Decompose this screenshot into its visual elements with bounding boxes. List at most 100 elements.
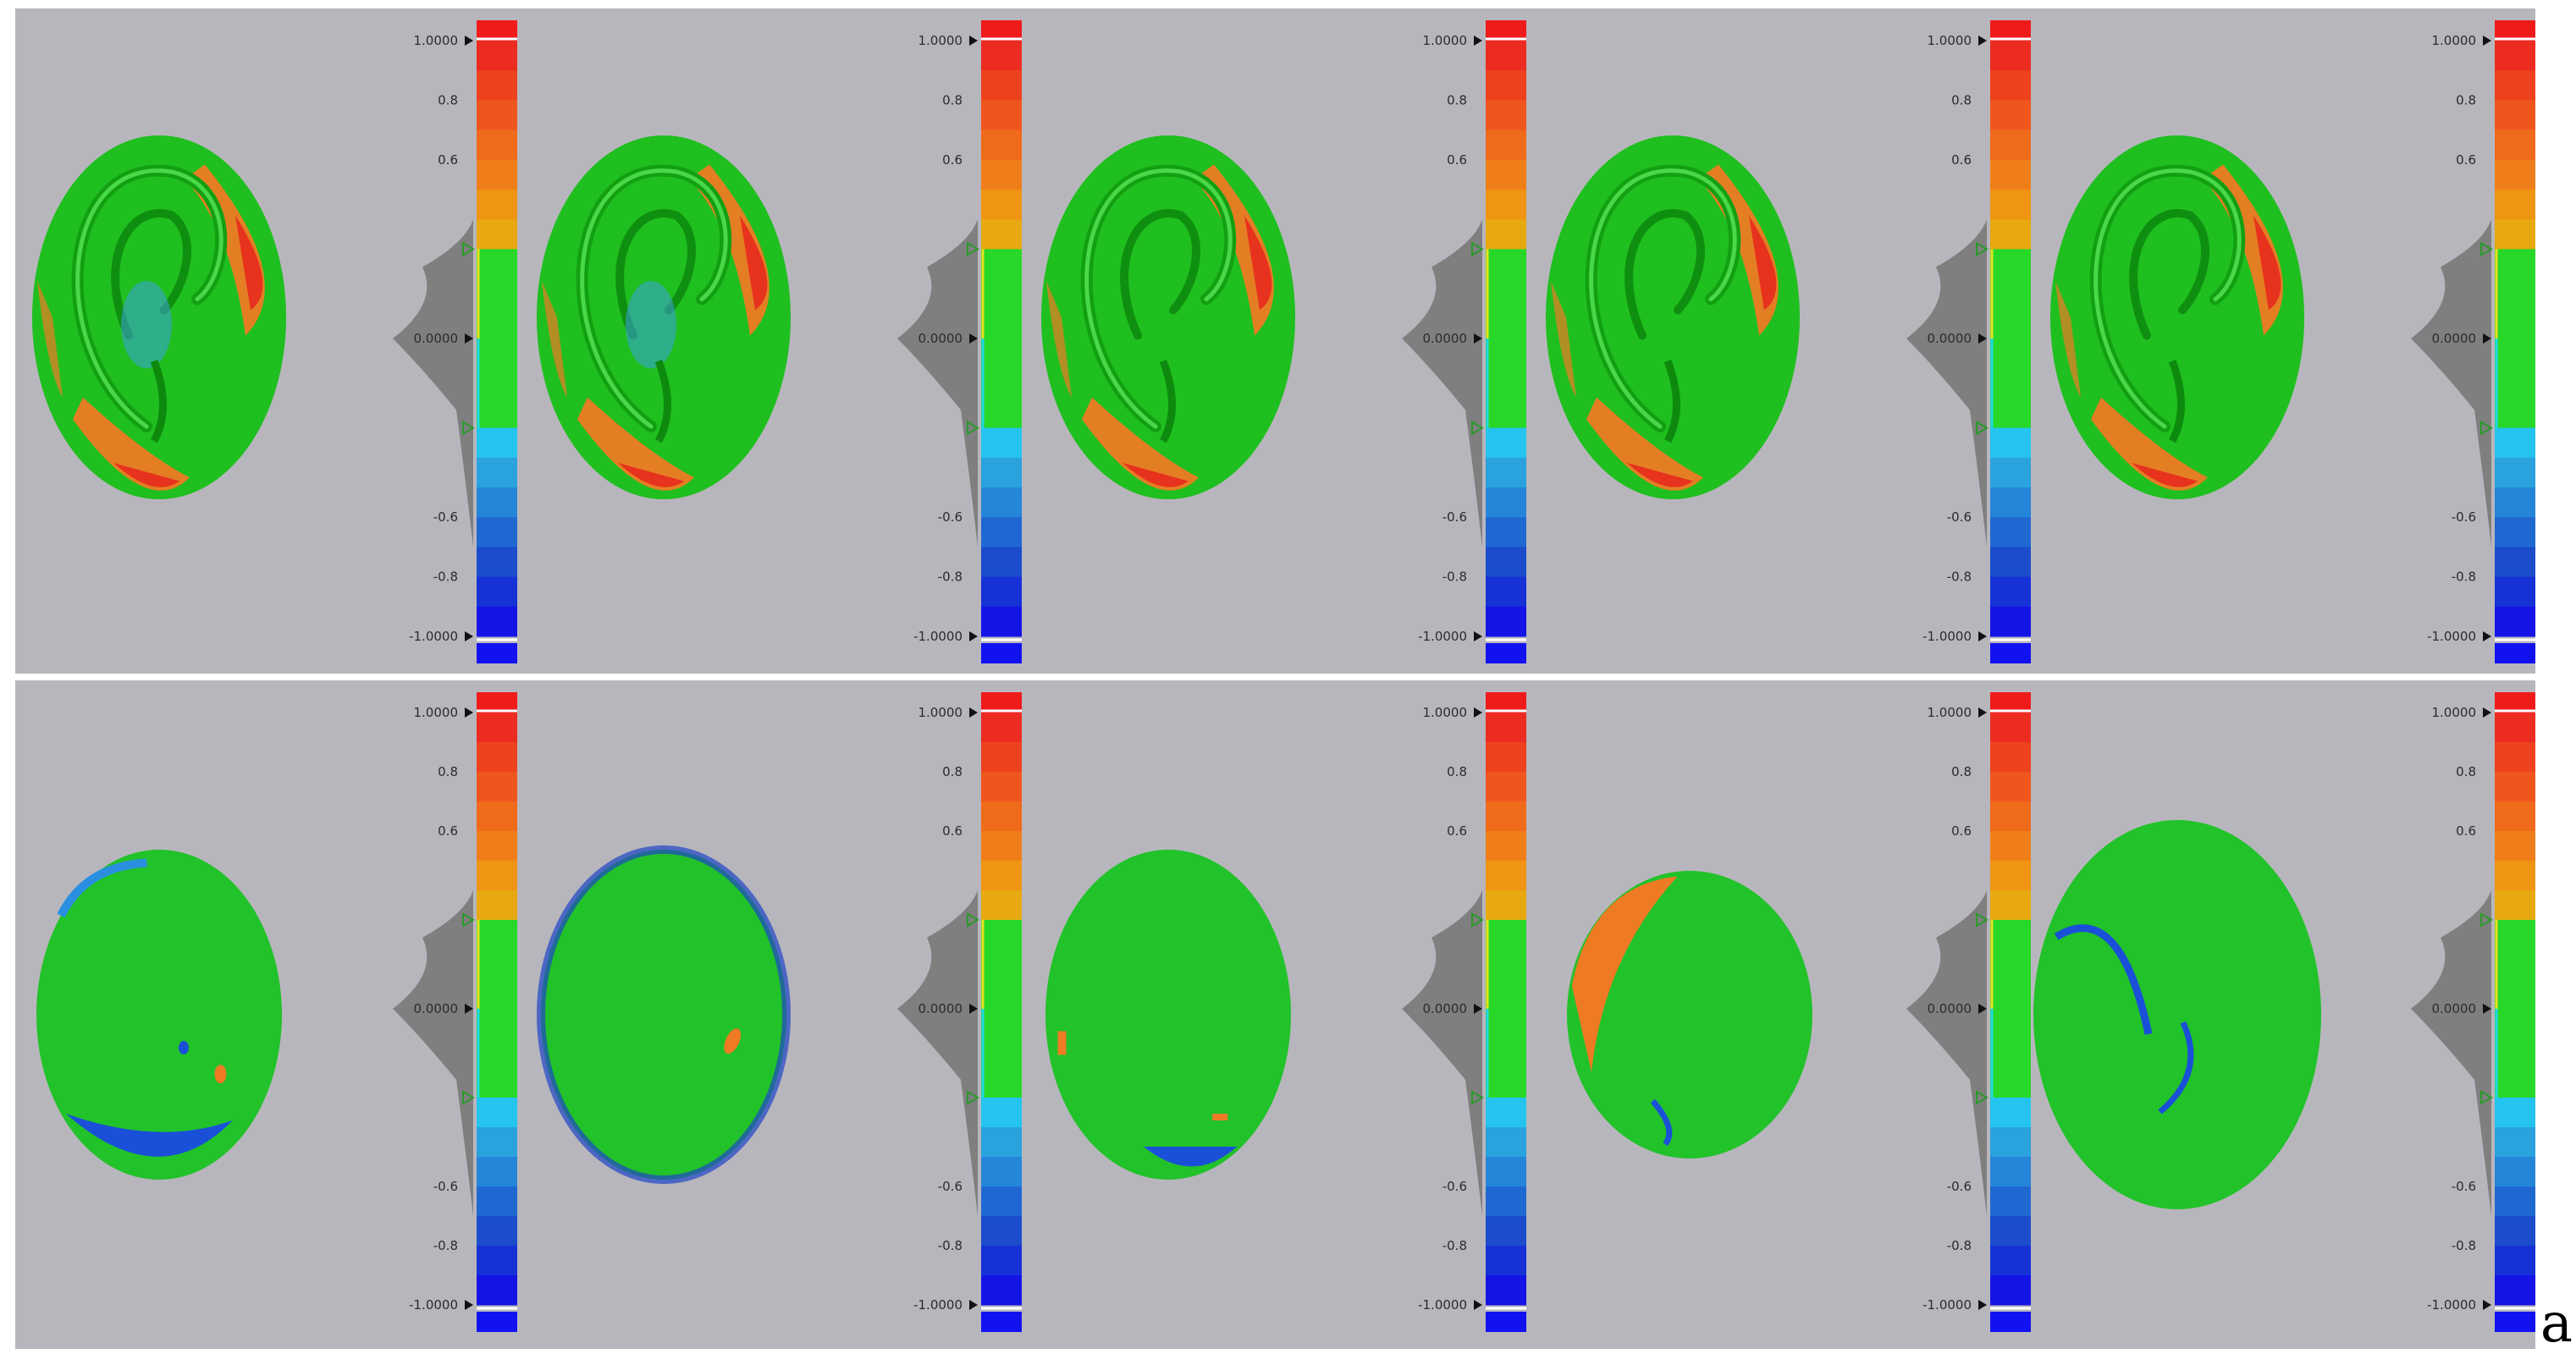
scale-tick-label: -0.8 (1947, 1238, 1972, 1253)
scale-threshold-marker (967, 1090, 979, 1105)
ear-deviation-region-red (235, 215, 263, 311)
ear-lobe-region-orange (1082, 397, 1199, 491)
scale-segment (2495, 159, 2535, 190)
scale-segment (2495, 861, 2535, 891)
scale-segment (2495, 1275, 2535, 1306)
scale-segment (1990, 606, 2031, 637)
scale-segment (1990, 772, 2031, 802)
scale-segment (1990, 861, 2031, 891)
scale-marker-arrow (465, 631, 473, 641)
scale-tick-label: -0.8 (2452, 1238, 2476, 1253)
scale-tick-label: 0.6 (2456, 823, 2476, 839)
scale-threshold-marker (2480, 241, 2493, 257)
scale-segment (1486, 1038, 1526, 1069)
scale-segment (981, 1068, 1022, 1098)
medial-deviation-blue (1144, 1147, 1238, 1167)
scale-segment (1990, 742, 2031, 773)
scale-tick-label: -0.8 (1442, 570, 1467, 585)
color-scale-bar (2495, 692, 2535, 1332)
scale-marker-arrow (465, 1004, 473, 1014)
scale-threshold-marker (1471, 241, 1484, 257)
scale-segment (1486, 1068, 1526, 1098)
scale-tick-label: 0.6 (2456, 152, 2476, 168)
ear-lobe-region-orange (577, 397, 694, 491)
scale-segment (1486, 713, 1526, 743)
scale-tick-label: 0.6 (1951, 823, 1972, 839)
scale-segment (1990, 1038, 2031, 1069)
scale-cap-bottom (1990, 643, 2031, 663)
scale-segment (981, 1186, 1022, 1217)
scale-segment (477, 949, 517, 980)
scale-segment (1990, 249, 2031, 280)
scale-tick-label: 0.0000 (1423, 331, 1468, 346)
scale-segment (981, 1038, 1022, 1069)
scale-segment (477, 398, 517, 429)
scale-segment (1486, 576, 1526, 608)
scale-threshold-marker (1976, 912, 1989, 927)
scale-segment (981, 308, 1022, 339)
scale-cap-bottom (1486, 643, 1526, 663)
scale-segment (1486, 249, 1526, 280)
scale-segment (2495, 890, 2535, 921)
ear-concha-blue (121, 281, 172, 369)
scale-cap-top (477, 20, 517, 41)
scale-segment (2495, 41, 2535, 71)
scale-threshold-marker (462, 420, 475, 436)
scale-segment (2495, 129, 2535, 161)
scale-segment (2495, 1157, 2535, 1187)
scale-segment (1990, 338, 2031, 369)
scale-tick-label: -0.6 (1947, 509, 1972, 525)
scale-tick-label: 1.0000 (1423, 33, 1468, 48)
scale-segment (2495, 979, 2535, 1010)
scale-tick-label: 0.0000 (2432, 1001, 2477, 1016)
scale-segment (1990, 1186, 2031, 1217)
scale-segment (2495, 457, 2535, 488)
scale-tick-label: -0.6 (433, 509, 458, 525)
scale-marker-arrow (969, 333, 978, 344)
scale-segment (477, 100, 517, 131)
scale-segment (2495, 742, 2535, 773)
scale-segment (1990, 1275, 2031, 1306)
scale-marker-arrow (2483, 631, 2491, 641)
scale-marker-arrow (2483, 1300, 2491, 1310)
scale-threshold-marker (462, 1090, 475, 1105)
scale-segment (981, 890, 1022, 921)
medial-surface (36, 850, 282, 1180)
scale-segment (981, 100, 1022, 131)
scale-segment (981, 278, 1022, 310)
scale-segment (1990, 219, 2031, 250)
scale-marker-arrow (1474, 707, 1482, 718)
scale-segment (1486, 41, 1526, 71)
scale-segment (1486, 457, 1526, 488)
scale-threshold-marker (1471, 420, 1484, 436)
ear-helix-highlight (1084, 168, 1233, 429)
scale-tick-label: 0.0000 (1423, 1001, 1468, 1016)
scale-tick-label: -0.6 (1947, 1179, 1972, 1194)
scale-segment (1486, 861, 1526, 891)
scale-segment (981, 920, 1022, 950)
scale-tick-label: 1.0000 (1423, 705, 1468, 720)
scale-tick-label: 0.0000 (414, 1001, 459, 1016)
scale-segment (477, 861, 517, 891)
scale-segment (981, 219, 1022, 250)
scale-tick-label: 0.8 (2456, 764, 2476, 779)
scale-segment (2495, 1186, 2535, 1217)
scale-marker-arrow (969, 707, 978, 718)
scale-segment (2495, 831, 2535, 861)
scale-segment (1990, 398, 2031, 429)
scale-segment (1486, 1216, 1526, 1247)
scale-segment (477, 742, 517, 773)
scale-segment (2495, 713, 2535, 743)
scale-tick-label: 0.8 (1951, 764, 1972, 779)
scale-segment (1486, 831, 1526, 861)
ear-tragus-ridge (150, 360, 167, 443)
scale-tick-label: -1.0000 (409, 629, 458, 644)
scale-segment (477, 1038, 517, 1069)
deviation-histogram (1402, 890, 1482, 1216)
panel-top-2: 1.0000 0.8 0.6 0.0000 -0.6 -0.8 -1.0000 (537, 20, 1022, 663)
medial-spot-orange (214, 1065, 227, 1084)
scale-tick-label: -0.6 (938, 509, 963, 525)
scale-tick-label: -0.8 (433, 1238, 458, 1253)
scale-segment (1486, 398, 1526, 429)
scale-segment (1486, 100, 1526, 131)
